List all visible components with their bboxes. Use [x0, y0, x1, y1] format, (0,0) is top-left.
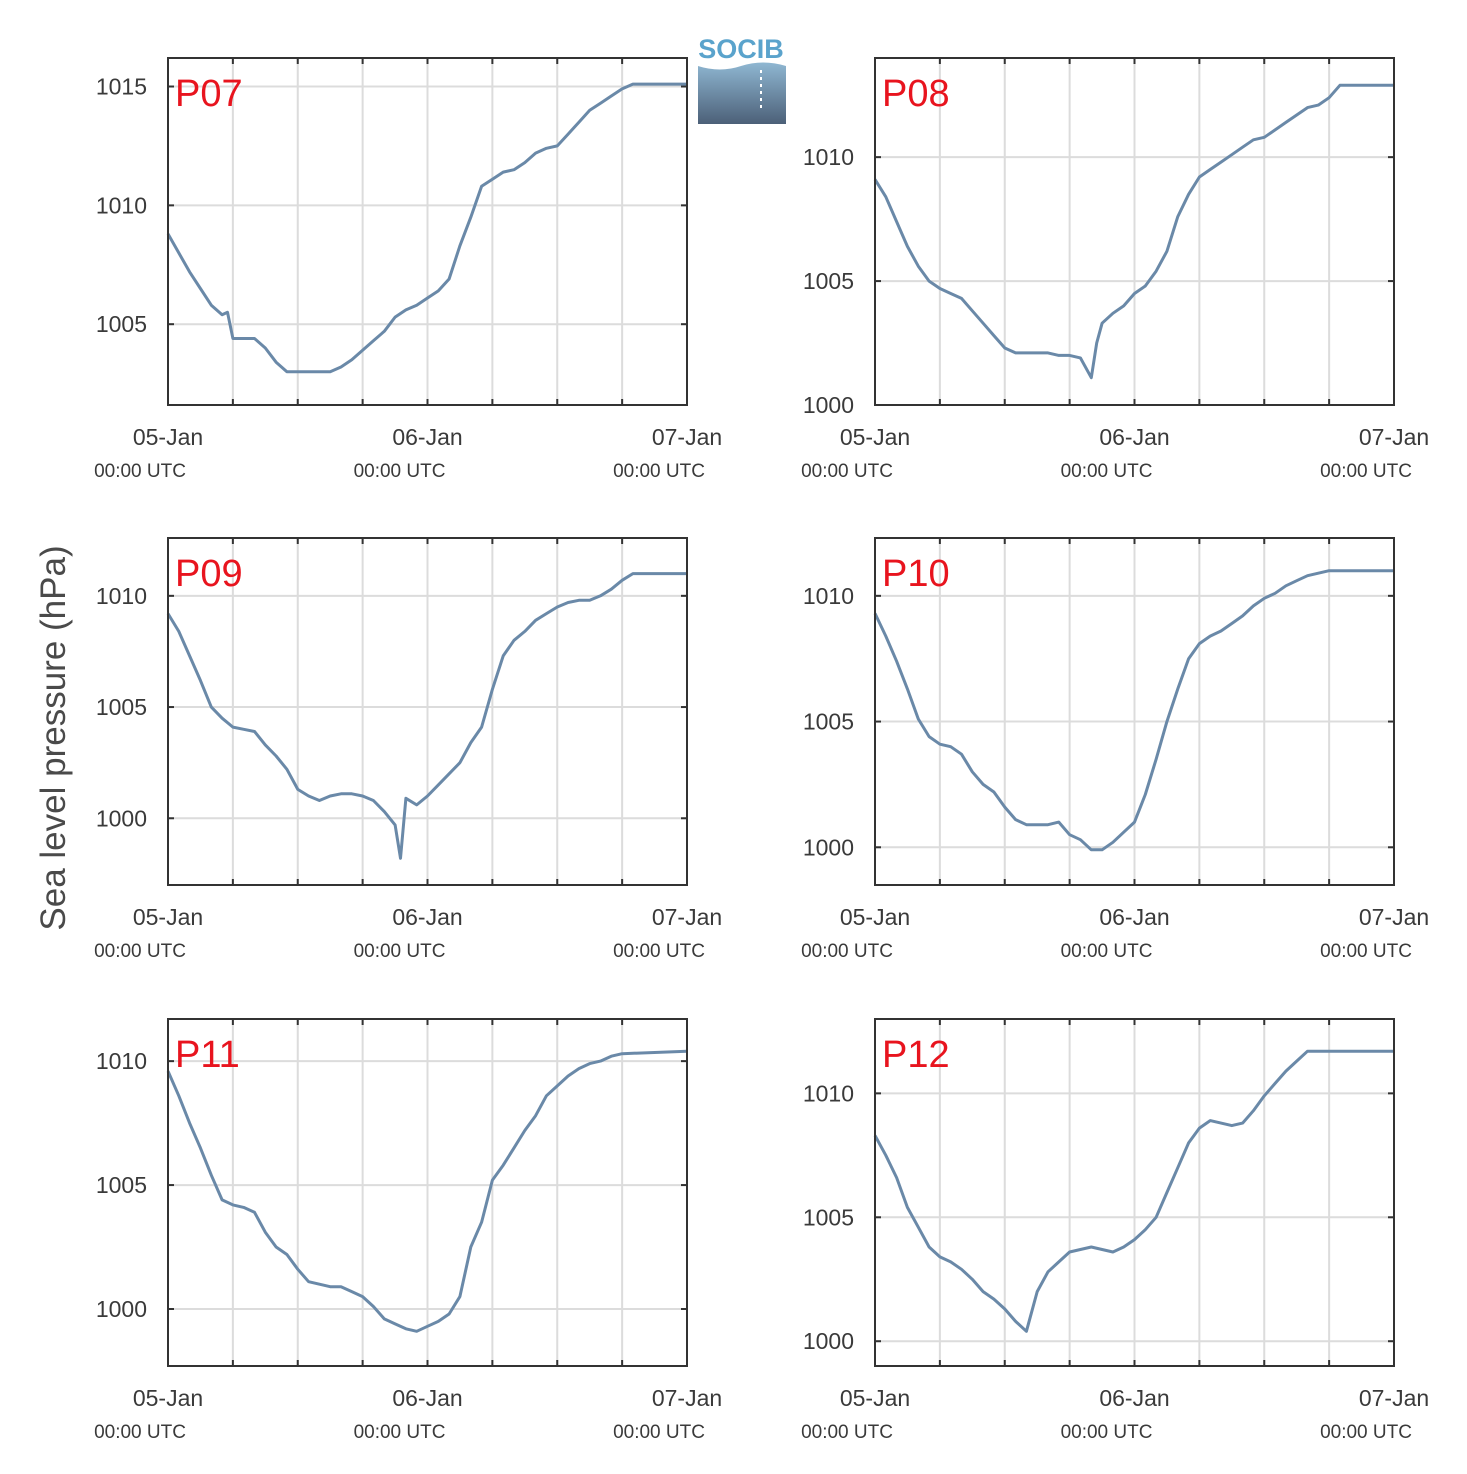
- x-tick-label-date: 06-Jan: [1099, 424, 1169, 450]
- x-tick-label-date: 06-Jan: [1099, 904, 1169, 930]
- x-tick-label-time: 00:00 UTC: [801, 461, 893, 482]
- plot-frame: [167, 57, 688, 406]
- chart-panel-p11: 1000 1005 1010 05-Jan 00:00 UTC 06-Jan 00:00 U…: [94, 1018, 722, 1443]
- x-tick-label-time: 00:00 UTC: [354, 941, 446, 962]
- x-tick-label-date: 06-Jan: [392, 424, 462, 450]
- x-tick-label-time: 00:00 UTC: [354, 1422, 446, 1443]
- y-tick-label: 1005: [803, 709, 854, 735]
- x-tick-label-date: 05-Jan: [133, 1385, 203, 1411]
- x-tick-label-time: 00:00 UTC: [613, 461, 705, 482]
- y-tick-label: 1000: [803, 834, 854, 860]
- y-tick-label: 1000: [803, 1328, 854, 1354]
- x-tick-label-time: 00:00 UTC: [801, 941, 893, 962]
- plot-frame: [167, 537, 688, 886]
- y-tick-label: 1010: [96, 192, 147, 218]
- panel-label: P12: [882, 1034, 950, 1076]
- x-tick-label-time: 00:00 UTC: [1320, 461, 1412, 482]
- x-tick-label-time: 00:00 UTC: [1320, 1422, 1412, 1443]
- x-tick-label-time: 00:00 UTC: [1061, 461, 1153, 482]
- x-tick-label-time: 00:00 UTC: [1320, 941, 1412, 962]
- x-tick-label-date: 05-Jan: [840, 1385, 910, 1411]
- x-tick-label-date: 07-Jan: [652, 904, 722, 930]
- x-tick-label-date: 06-Jan: [392, 1385, 462, 1411]
- x-tick-label-date: 07-Jan: [652, 1385, 722, 1411]
- chart-panel-p08: 1000 1005 1010 05-Jan 00:00 UTC 06-Jan 00:00 U…: [801, 57, 1429, 482]
- x-tick-label-date: 06-Jan: [392, 904, 462, 930]
- panel-label: P08: [882, 73, 950, 115]
- y-tick-label: 1000: [96, 805, 147, 831]
- panel-label: P11: [175, 1034, 240, 1076]
- y-tick-label: 1000: [803, 392, 854, 418]
- y-tick-label: 1005: [803, 268, 854, 294]
- x-tick-label-time: 00:00 UTC: [94, 461, 186, 482]
- plot-frame: [167, 1018, 688, 1367]
- y-axis-label: Sea level pressure (hPa): [34, 545, 73, 930]
- series-line-p12: [873, 1049, 1394, 1333]
- y-tick-label: 1005: [96, 694, 147, 720]
- x-tick-label-date: 07-Jan: [1359, 904, 1429, 930]
- chart-panel-p10: 1000 1005 1010 05-Jan 00:00 UTC 06-Jan 00:00 U…: [801, 537, 1429, 962]
- x-tick-label-date: 07-Jan: [1359, 1385, 1429, 1411]
- y-tick-label: 1010: [803, 1080, 854, 1106]
- plot-frame: [874, 537, 1395, 886]
- chart-panel-p12: 1000 1005 1010 05-Jan 00:00 UTC 06-Jan 00:00 U…: [801, 1018, 1429, 1443]
- series-line-p10: [873, 569, 1394, 852]
- y-tick-label: 1010: [96, 583, 147, 609]
- y-tick-label: 1000: [96, 1296, 147, 1322]
- y-tick-label: 1010: [803, 144, 854, 170]
- x-tick-label-time: 00:00 UTC: [801, 1422, 893, 1443]
- x-tick-label-time: 00:00 UTC: [94, 941, 186, 962]
- logo-wave-icon: [698, 62, 786, 124]
- y-tick-label: 1010: [803, 583, 854, 609]
- x-tick-label-time: 00:00 UTC: [1061, 941, 1153, 962]
- series-line-p09: [166, 572, 687, 860]
- x-tick-label-date: 05-Jan: [840, 424, 910, 450]
- x-tick-label-date: 07-Jan: [652, 424, 722, 450]
- x-tick-label-date: 06-Jan: [1099, 1385, 1169, 1411]
- logo-text: SOCIB: [698, 34, 784, 64]
- plot-frame: [874, 1018, 1395, 1367]
- chart-panel-p09: 1000 1005 1010 05-Jan 00:00 UTC 06-Jan 00:00 U…: [94, 537, 722, 962]
- y-tick-label: 1005: [803, 1204, 854, 1230]
- y-tick-label: 1005: [96, 1172, 147, 1198]
- x-tick-label-date: 05-Jan: [133, 904, 203, 930]
- plot-frame: [874, 57, 1395, 406]
- x-tick-label-time: 00:00 UTC: [94, 1422, 186, 1443]
- series-line-p07: [166, 82, 687, 374]
- socib-logo: SOCIB: [698, 34, 786, 124]
- x-tick-label-time: 00:00 UTC: [613, 941, 705, 962]
- panel-label: P07: [175, 73, 243, 115]
- x-tick-label-date: 07-Jan: [1359, 424, 1429, 450]
- x-tick-label-time: 00:00 UTC: [613, 1422, 705, 1443]
- panels: 1005 1010 1015 05-Jan 00:00 UTC 06-Jan 00:00 U…: [94, 57, 1429, 1443]
- x-tick-label-time: 00:00 UTC: [1061, 1422, 1153, 1443]
- series-line-p08: [873, 83, 1394, 380]
- panel-label: P09: [175, 553, 243, 595]
- y-tick-label: 1005: [96, 311, 147, 337]
- y-tick-label: 1010: [96, 1048, 147, 1074]
- panel-label: P10: [882, 553, 950, 595]
- chart-panel-p07: 1005 1010 1015 05-Jan 00:00 UTC 06-Jan 00:00 U…: [94, 57, 722, 482]
- x-tick-label-date: 05-Jan: [133, 424, 203, 450]
- series-line-p11: [166, 1049, 688, 1333]
- y-tick-label: 1015: [96, 74, 147, 100]
- x-tick-label-date: 05-Jan: [840, 904, 910, 930]
- x-tick-label-time: 00:00 UTC: [354, 461, 446, 482]
